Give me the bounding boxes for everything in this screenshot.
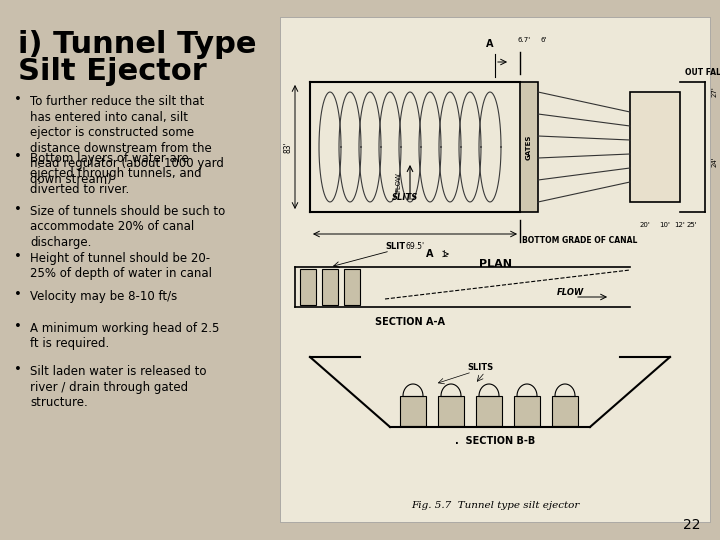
Text: A minimum working head of 2.5
ft is required.: A minimum working head of 2.5 ft is requ… [30,322,220,350]
Text: 69.5': 69.5' [405,242,425,251]
Text: 22: 22 [683,518,700,532]
Text: •: • [14,150,22,163]
FancyBboxPatch shape [280,17,710,522]
Text: 83': 83' [284,141,292,153]
Text: 6.7': 6.7' [518,37,531,43]
Text: SLITS: SLITS [467,363,493,372]
Text: L: L [442,250,446,259]
Text: Fig. 5.7  Tunnel type silt ejector: Fig. 5.7 Tunnel type silt ejector [411,501,579,510]
Text: 27': 27' [712,86,718,97]
Text: 20': 20' [639,222,650,228]
Text: •: • [14,320,22,333]
Text: A: A [486,39,494,49]
Text: 12': 12' [675,222,685,228]
Text: i) Tunnel Type: i) Tunnel Type [18,30,256,59]
Bar [520,82,538,212]
Text: 25': 25' [687,222,697,228]
Bar [344,269,360,305]
Text: BOTTOM GRADE OF CANAL: BOTTOM GRADE OF CANAL [522,236,638,245]
Text: 10': 10' [660,222,670,228]
Text: Height of tunnel should be 20-
25% of depth of water in canal: Height of tunnel should be 20- 25% of de… [30,252,212,280]
Text: GATES: GATES [526,134,532,160]
Text: Velocity may be 8-10 ft/s: Velocity may be 8-10 ft/s [30,290,177,303]
Text: Silt laden water is released to
river / drain through gated
structure.: Silt laden water is released to river / … [30,365,207,409]
Text: SLIT: SLIT [385,242,405,251]
Text: To further reduce the silt that
has entered into canal, silt
ejector is construc: To further reduce the silt that has ente… [30,95,224,186]
Text: 24': 24' [712,157,718,167]
Text: Silt Ejector: Silt Ejector [18,57,207,86]
Text: OUT FALL: OUT FALL [685,68,720,77]
Text: •: • [14,203,22,216]
Text: .  SECTION B-B: . SECTION B-B [455,436,535,446]
Text: FLOW: FLOW [557,288,584,297]
Text: •: • [14,363,22,376]
Text: •: • [14,288,22,301]
Bar [438,396,464,426]
Bar [552,396,578,426]
Text: 6': 6' [541,37,547,43]
Text: •: • [14,93,22,106]
Bar [322,269,338,305]
Text: Size of tunnels should be such to
accommodate 20% of canal
discharge.: Size of tunnels should be such to accomm… [30,205,225,249]
Bar [514,396,540,426]
Text: •: • [14,250,22,263]
Bar [300,269,316,305]
Text: Bottom layers of water are
ejected through tunnels, and
diverted to river.: Bottom layers of water are ejected throu… [30,152,202,196]
Text: SLITS: SLITS [392,193,418,202]
Bar [476,396,502,426]
Text: SECTION A-A: SECTION A-A [375,317,445,327]
Text: FLOW: FLOW [395,172,401,192]
Bar [630,92,680,202]
Text: A: A [426,249,433,259]
Text: PLAN: PLAN [479,259,511,269]
Bar [400,396,426,426]
